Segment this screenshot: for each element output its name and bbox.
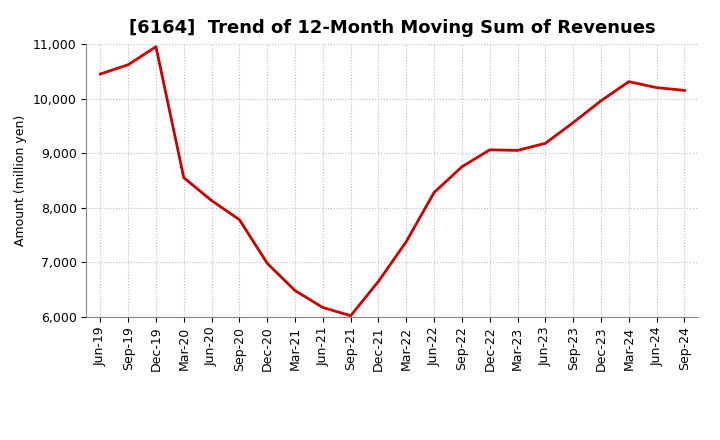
Y-axis label: Amount (million yen): Amount (million yen)	[14, 115, 27, 246]
Title: [6164]  Trend of 12-Month Moving Sum of Revenues: [6164] Trend of 12-Month Moving Sum of R…	[129, 19, 656, 37]
